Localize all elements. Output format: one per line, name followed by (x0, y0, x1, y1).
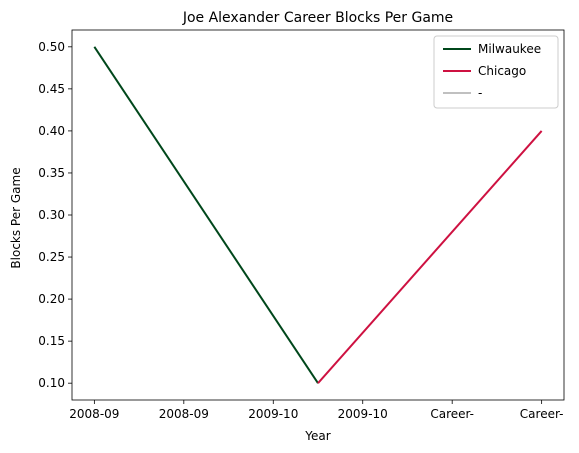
y-tick-label-5: 0.35 (38, 166, 65, 180)
legend: Milwaukee Chicago - (433, 35, 559, 109)
y-tick-label-3: 0.25 (38, 250, 65, 264)
legend-label-1: Chicago (478, 64, 526, 78)
y-tick-label-4: 0.30 (38, 208, 65, 222)
legend-label-2: - (478, 86, 482, 100)
x-tick-label-2: 2009-10 (248, 407, 298, 421)
y-axis-label: Blocks Per Game (9, 167, 23, 268)
y-tick-label-2: 0.20 (38, 292, 65, 306)
y-tick-label-8: 0.50 (38, 40, 65, 54)
legend-label-0: Milwaukee (478, 42, 541, 56)
x-tick-label-3: 2009-10 (338, 407, 388, 421)
plot-area: 0.10 0.15 0.20 0.25 0.30 0.35 0.40 0.45 0.50 2008… (38, 29, 565, 421)
y-tick-label-0: 0.10 (38, 376, 65, 390)
x-tick-label-5: Career- (520, 407, 564, 421)
legend-box (433, 35, 559, 109)
x-axis-label: Year (304, 429, 330, 443)
chart-title: Joe Alexander Career Blocks Per Game (182, 10, 453, 26)
series-line-0 (93, 46, 319, 384)
x-tick-label-1: 2008-09 (159, 407, 209, 421)
x-tick-label-4: Career- (430, 407, 474, 421)
y-tick-label-1: 0.15 (38, 334, 65, 348)
y-tick-label-6: 0.40 (38, 124, 65, 138)
series-line-1 (317, 130, 543, 384)
x-tick-label-0: 2008-09 (69, 407, 119, 421)
y-tick-label-7: 0.45 (38, 82, 65, 96)
